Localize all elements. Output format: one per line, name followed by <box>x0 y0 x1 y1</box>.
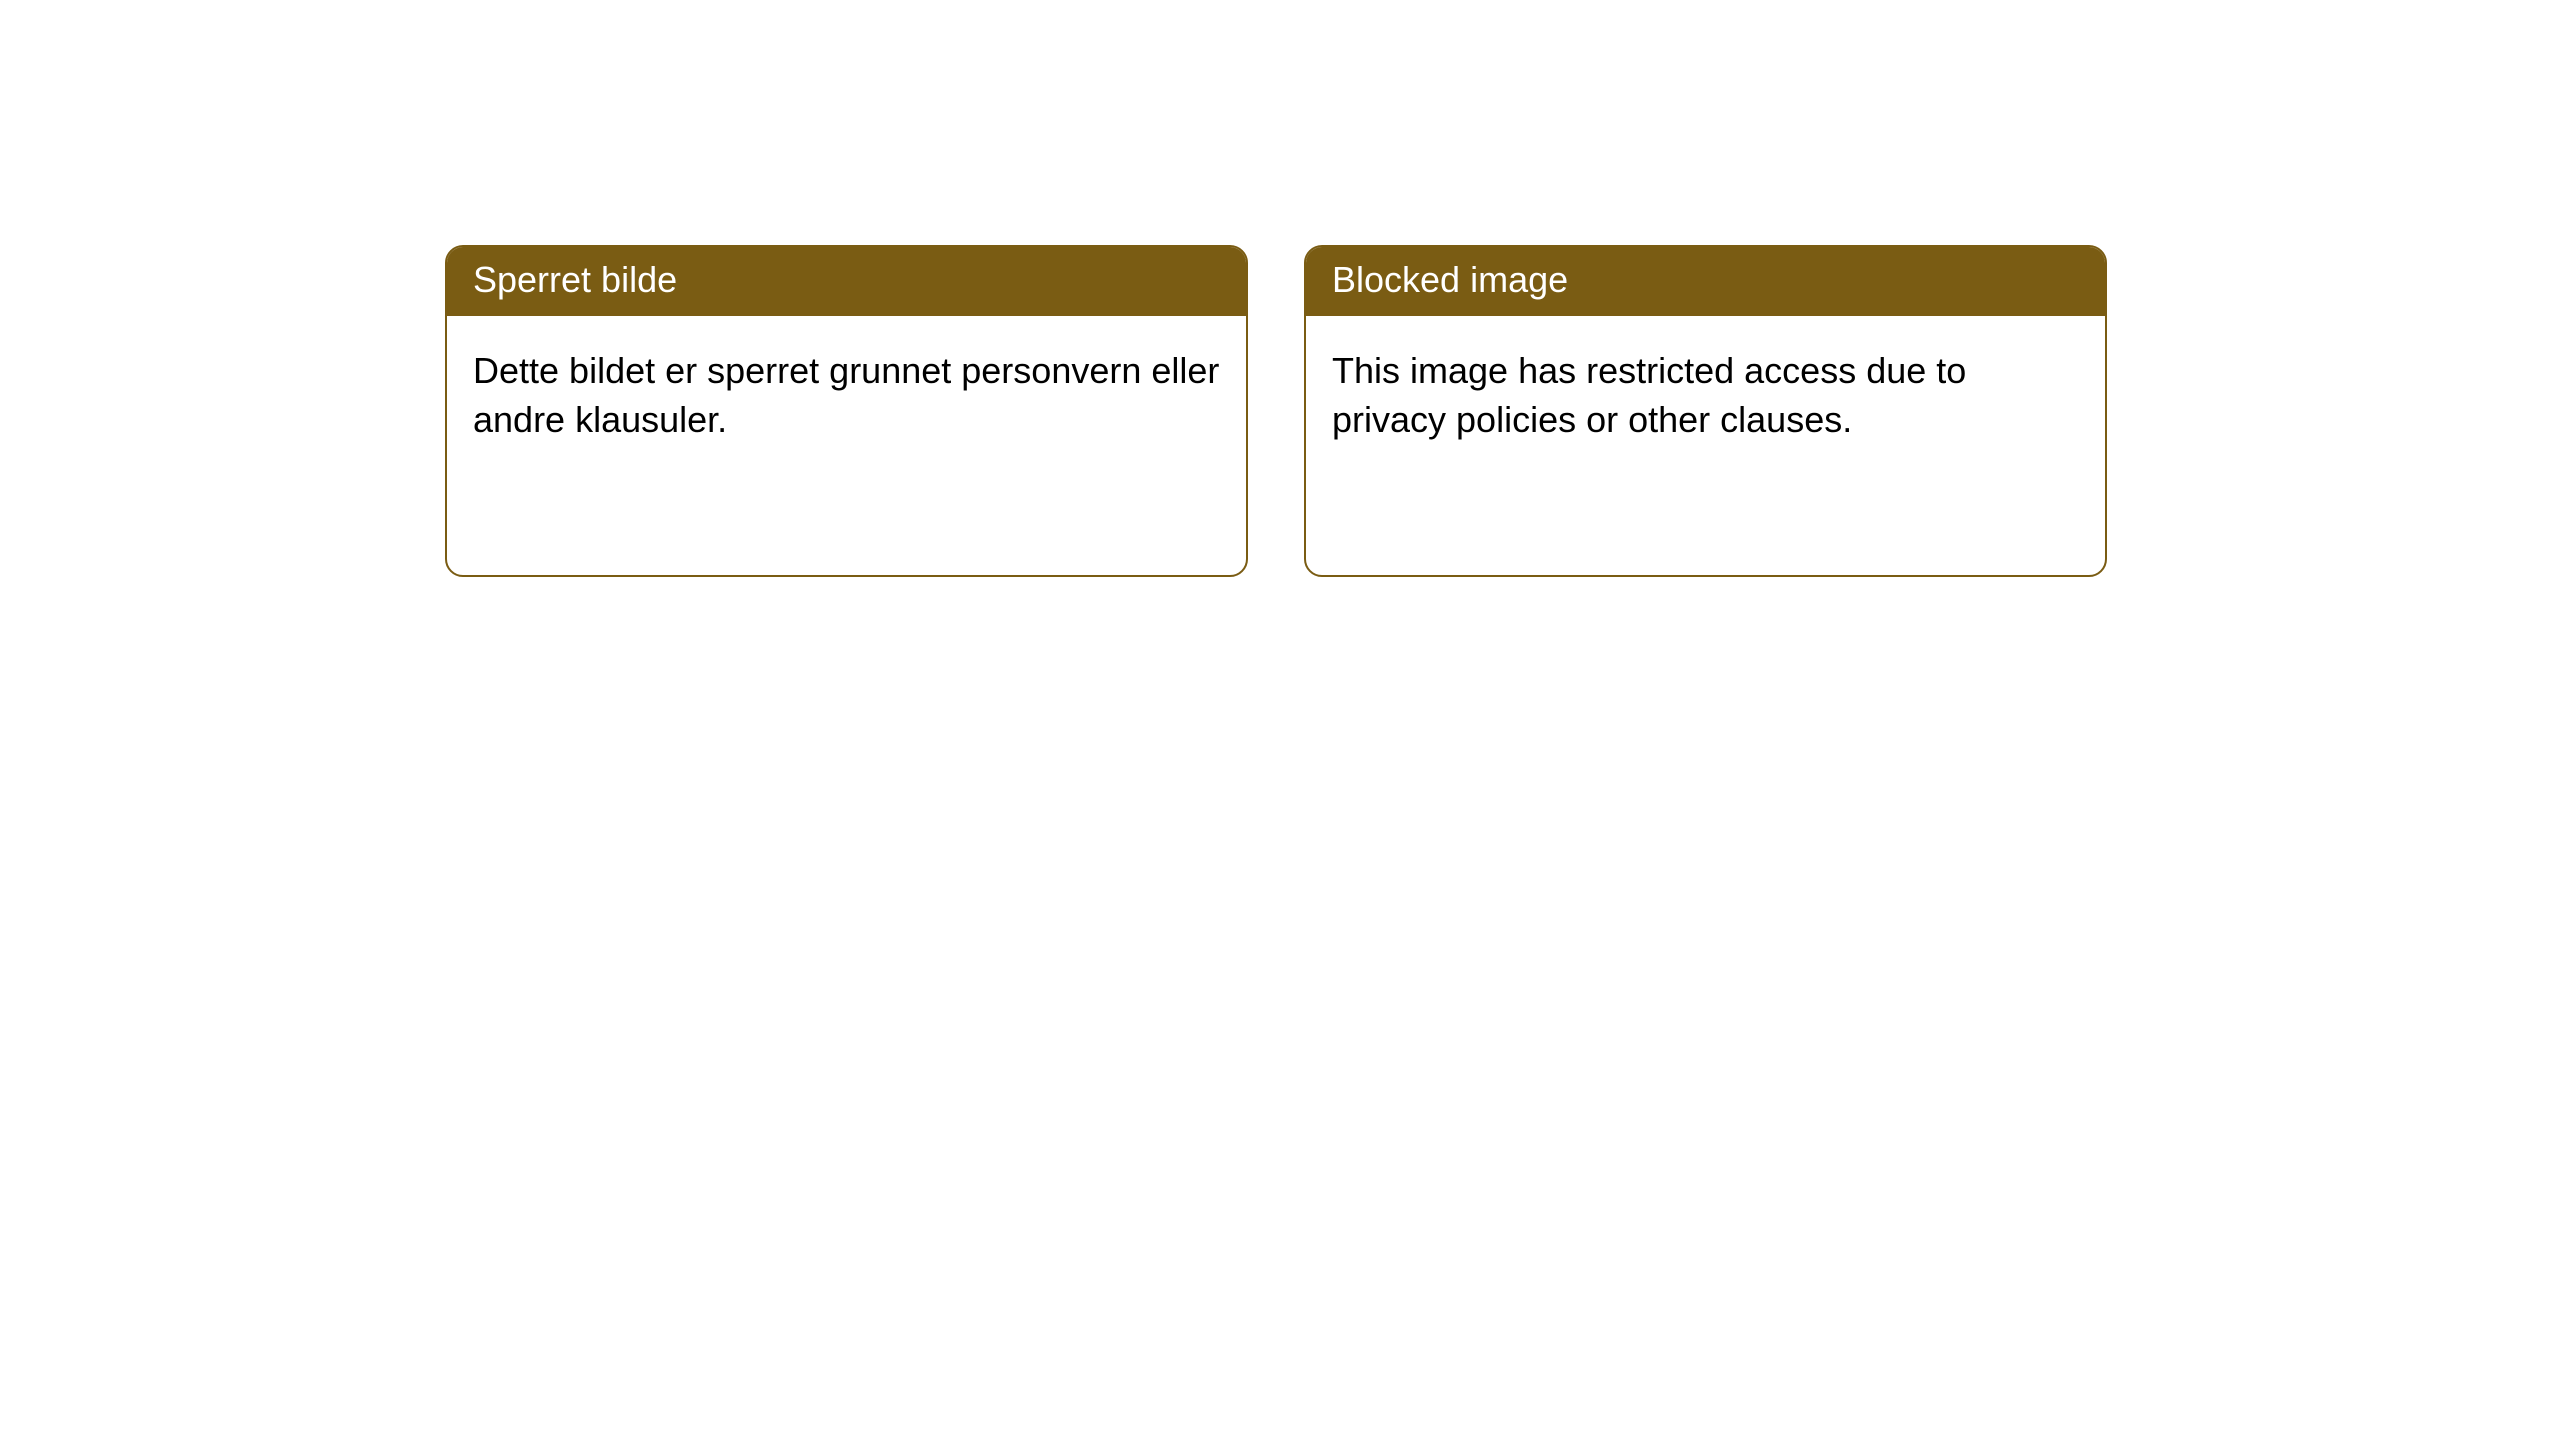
notice-header-english: Blocked image <box>1306 247 2105 316</box>
notice-body-norwegian: Dette bildet er sperret grunnet personve… <box>447 316 1246 465</box>
notice-card-english: Blocked image This image has restricted … <box>1304 245 2107 577</box>
notice-header-norwegian: Sperret bilde <box>447 247 1246 316</box>
notice-card-norwegian: Sperret bilde Dette bildet er sperret gr… <box>445 245 1248 577</box>
notice-cards-container: Sperret bilde Dette bildet er sperret gr… <box>445 245 2107 577</box>
notice-body-english: This image has restricted access due to … <box>1306 316 2105 465</box>
